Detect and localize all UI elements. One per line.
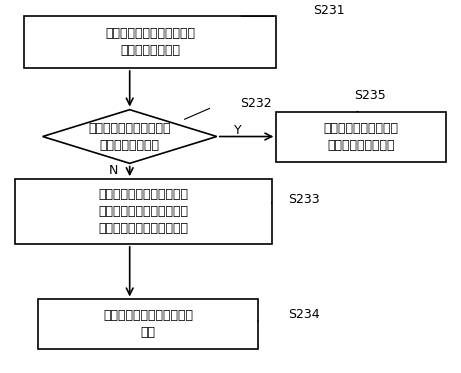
Text: S235: S235 [354,89,386,102]
FancyBboxPatch shape [276,112,446,162]
FancyBboxPatch shape [24,16,276,68]
Text: S232: S232 [240,97,271,110]
Text: S233: S233 [288,193,319,206]
Text: S234: S234 [288,308,319,321]
Text: 判断本次测量门限值和上
一次的是否相同？: 判断本次测量门限值和上 一次的是否相同？ [89,122,171,151]
FancyBboxPatch shape [15,179,272,244]
Text: 对波形数据进行遍历且通过
边沿搜索得第二边沿信息，
进而计算周期、频率等信息: 对波形数据进行遍历且通过 边沿搜索得第二边沿信息， 进而计算周期、频率等信息 [99,188,189,235]
Polygon shape [42,110,217,163]
Text: 利用计算结果形成第二参数
信息: 利用计算结果形成第二参数 信息 [103,310,193,339]
Text: S231: S231 [313,4,345,17]
FancyBboxPatch shape [38,300,258,350]
Text: 利用第一边沿信息计算
得周期、频率等信息: 利用第一边沿信息计算 得周期、频率等信息 [324,122,399,153]
Text: 根据顶端值和底端值计算得
到多个测量门限值: 根据顶端值和底端值计算得 到多个测量门限值 [105,27,195,57]
Text: Y: Y [234,124,241,137]
Text: N: N [109,164,118,178]
